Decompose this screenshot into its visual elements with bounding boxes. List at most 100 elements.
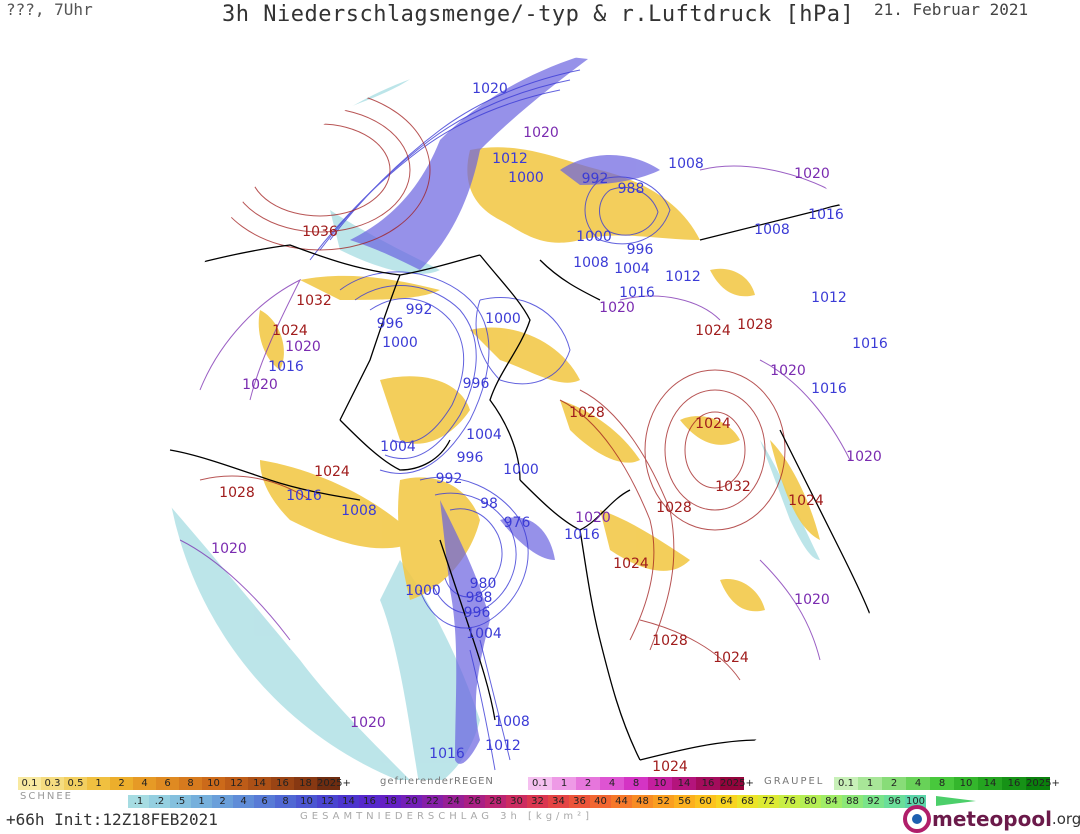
legend-total-precip-cell: 36 [569, 795, 590, 808]
pressure-label: 992 [436, 471, 463, 487]
pressure-label: 1000 [503, 462, 539, 478]
pressure-label: 1008 [668, 156, 704, 172]
legend-graupel-label: GRAUPEL [764, 776, 825, 787]
pressure-label: 1028 [737, 317, 773, 333]
pressure-label: 1020 [285, 339, 321, 355]
map-disc [165, 56, 820, 780]
legend-snow-cell: 4 [133, 777, 156, 790]
pressure-label: 1024 [788, 493, 824, 509]
pressure-label: 1012 [665, 269, 701, 285]
pressure-label: 1020 [242, 377, 278, 393]
pressure-label: 996 [627, 242, 654, 258]
pressure-label: 996 [464, 605, 491, 621]
pressure-label: 1000 [508, 170, 544, 186]
legend-freezing-rain-cell: 10 [648, 777, 672, 790]
legend-total-precip-cell: 76 [779, 795, 800, 808]
legend-total-precip-cell: .2 [149, 795, 170, 808]
pressure-label: 1024 [695, 323, 731, 339]
legend-snow-cell: 0.5 [64, 777, 87, 790]
legend-graupel-cell: 2 [882, 777, 906, 790]
legend-freezing-rain-cell: 14 [672, 777, 696, 790]
legend-total-precip-cell: 16 [359, 795, 380, 808]
legend-total-precip-cell: 72 [758, 795, 779, 808]
pressure-label: 1000 [576, 229, 612, 245]
polar-map: 1020 1020 1012 1000 992 988 1008 1020 1016 1008 10… [165, 56, 911, 780]
legend-arrow-icon [936, 796, 976, 806]
legend-snow-label: SCHNEE [20, 791, 73, 802]
pressure-label: 1016 [811, 381, 847, 397]
legend-freezing-rain-label: gefrierenderREGEN [380, 776, 494, 787]
pressure-label: 988 [618, 181, 645, 197]
pressure-label: 1016 [268, 359, 304, 375]
legend-total-precip-cell: 24 [443, 795, 464, 808]
forecast-date: 21. Februar 2021 [874, 0, 1029, 19]
pressure-label: 1020 [472, 81, 508, 97]
pressure-label: 1008 [494, 714, 530, 730]
pressure-label: 1016 [808, 207, 844, 223]
pressure-label: 1000 [382, 335, 418, 351]
pressure-label: 1020 [350, 715, 386, 731]
pressure-label: 1004 [380, 439, 416, 455]
legend-snow-cell: 16 [271, 777, 294, 790]
pressure-label: 1024 [695, 416, 731, 432]
snow-areas [258, 147, 820, 612]
legend-total-precip-cell: 4 [233, 795, 254, 808]
legend-total-precip-cell: 52 [653, 795, 674, 808]
legend-total-precip-cell: 18 [380, 795, 401, 808]
legend-freezing-rain-cell: 8 [624, 777, 648, 790]
pressure-label: 1020 [794, 166, 830, 182]
legend-snow-cell: 12 [225, 777, 248, 790]
pressure-label: 976 [504, 515, 531, 531]
pressure-label: 1004 [466, 427, 502, 443]
legend-total-precip-cell: 22 [422, 795, 443, 808]
logo-domain: .org [1051, 810, 1080, 828]
legend-graupel-cell: 16 [1002, 777, 1026, 790]
legend-total-precip-cell: 20 [401, 795, 422, 808]
legend-total-precip-cell: 80 [800, 795, 821, 808]
legend-snow-cell: 1 [87, 777, 110, 790]
heavy-precip-bands [350, 56, 660, 764]
pressure-label: 1016 [619, 285, 655, 301]
legend-graupel-cell: 0.1 [834, 777, 858, 790]
legend-freezing-rain-cell: 1 [552, 777, 576, 790]
legend-snow-cell: 18 [294, 777, 317, 790]
legend-graupel-scale: 0.1 1 2 4 8 10 14 16 2025+ [834, 777, 1060, 790]
legend-snow-cell: 0.3 [41, 777, 64, 790]
legend-total-precip-cell: 100 [905, 795, 926, 808]
pressure-label: 988 [466, 590, 493, 606]
legend-total-precip-label: GESAMTNIEDERSCHLAG 3h [kg/m²] [300, 811, 594, 822]
pressure-label: 1028 [656, 500, 692, 516]
pressure-label: 1012 [492, 151, 528, 167]
pressure-label: 1032 [715, 479, 751, 495]
legend-total-precip-scale: .1.2.5 1 2 4 6 8 10 12 14 16 18 20 22 24 26 28 30 32 34 36 4… [128, 795, 926, 808]
pressure-label: 1012 [811, 290, 847, 306]
legend-total-precip-cell: 2 [212, 795, 233, 808]
pressure-label: 1036 [302, 224, 338, 240]
legend-total-precip-cell: .1 [128, 795, 149, 808]
legend-total-precip-cell: 88 [842, 795, 863, 808]
legend-freezing-rain-cell: 0.1 [528, 777, 552, 790]
legend-total-precip-cell: 28 [485, 795, 506, 808]
legend-graupel-cell: 14 [978, 777, 1002, 790]
pressure-label: 1024 [314, 464, 350, 480]
meteopool-logo[interactable]: meteopool .org [902, 804, 1080, 834]
legend-freezing-rain-cell: 4 [600, 777, 624, 790]
pressure-label: 1008 [754, 222, 790, 238]
legend-total-precip-cell: 56 [674, 795, 695, 808]
pressure-label: 1024 [272, 323, 308, 339]
legend-total-precip-cell: 64 [716, 795, 737, 808]
legend-total-precip-cell: 30 [506, 795, 527, 808]
pressure-label: 1024 [652, 759, 688, 775]
legend-snow-cell: 2 [110, 777, 133, 790]
pressure-label: 1012 [485, 738, 521, 754]
legend-total-precip-cell: 6 [254, 795, 275, 808]
pressure-label: 1008 [341, 503, 377, 519]
pressure-label: 1032 [296, 293, 332, 309]
pressure-label: 1004 [614, 261, 650, 277]
legend-snow-cell: 10 [202, 777, 225, 790]
pressure-label: 992 [406, 302, 433, 318]
pressure-label: 1000 [405, 583, 441, 599]
legend-total-precip-cell: 96 [884, 795, 905, 808]
pressure-label: 98 [480, 496, 498, 512]
legend-snow-cell: 0.1 [18, 777, 41, 790]
